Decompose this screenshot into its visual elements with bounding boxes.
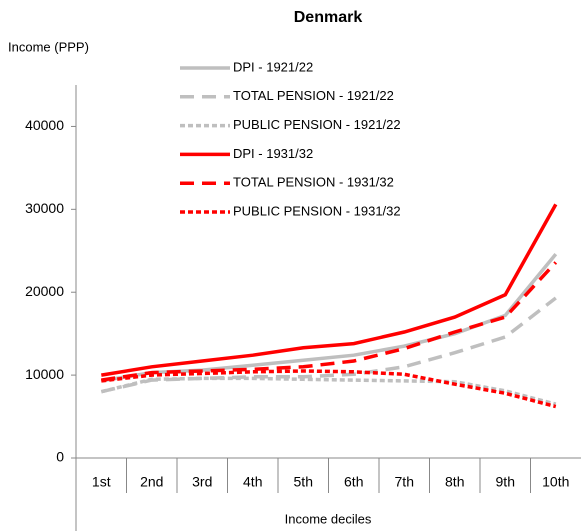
x-axis-label: Income deciles xyxy=(285,511,372,526)
series-line xyxy=(100,376,557,406)
chart-title: Denmark xyxy=(294,9,363,26)
series-line xyxy=(101,261,558,382)
x-tick-label: 9th xyxy=(496,474,515,490)
x-tick-label: 7th xyxy=(395,474,414,490)
y-tick-label: 0 xyxy=(56,449,64,465)
series-line xyxy=(101,252,558,383)
x-tick-label: 6th xyxy=(344,474,363,490)
legend-label: TOTAL PENSION - 1931/32 xyxy=(233,175,394,190)
y-tick-label: 30000 xyxy=(25,200,64,216)
legend-label: PUBLIC PENSION - 1921/22 xyxy=(233,117,401,132)
legend-label: PUBLIC PENSION - 1931/32 xyxy=(233,203,401,218)
y-tick-label: 20000 xyxy=(25,283,64,299)
x-tick-label: 3rd xyxy=(192,474,212,490)
legend-label: DPI - 1921/22 xyxy=(233,59,313,74)
series-line xyxy=(100,296,557,394)
y-tick-label: 40000 xyxy=(25,117,64,133)
x-tick-label: 1st xyxy=(92,474,111,490)
legend-label: TOTAL PENSION - 1921/22 xyxy=(233,88,394,103)
series-line xyxy=(101,203,558,377)
x-tick-label: 10th xyxy=(542,474,569,490)
x-tick-label: 4th xyxy=(243,474,262,490)
x-tick-label: 8th xyxy=(445,474,464,490)
x-tick-label: 5th xyxy=(294,474,313,490)
series-line xyxy=(101,369,557,409)
x-tick-label: 2nd xyxy=(140,474,163,490)
legend-label: DPI - 1931/32 xyxy=(233,146,313,161)
y-axis-label: Income (PPP) xyxy=(8,39,89,54)
y-tick-label: 10000 xyxy=(25,366,64,382)
